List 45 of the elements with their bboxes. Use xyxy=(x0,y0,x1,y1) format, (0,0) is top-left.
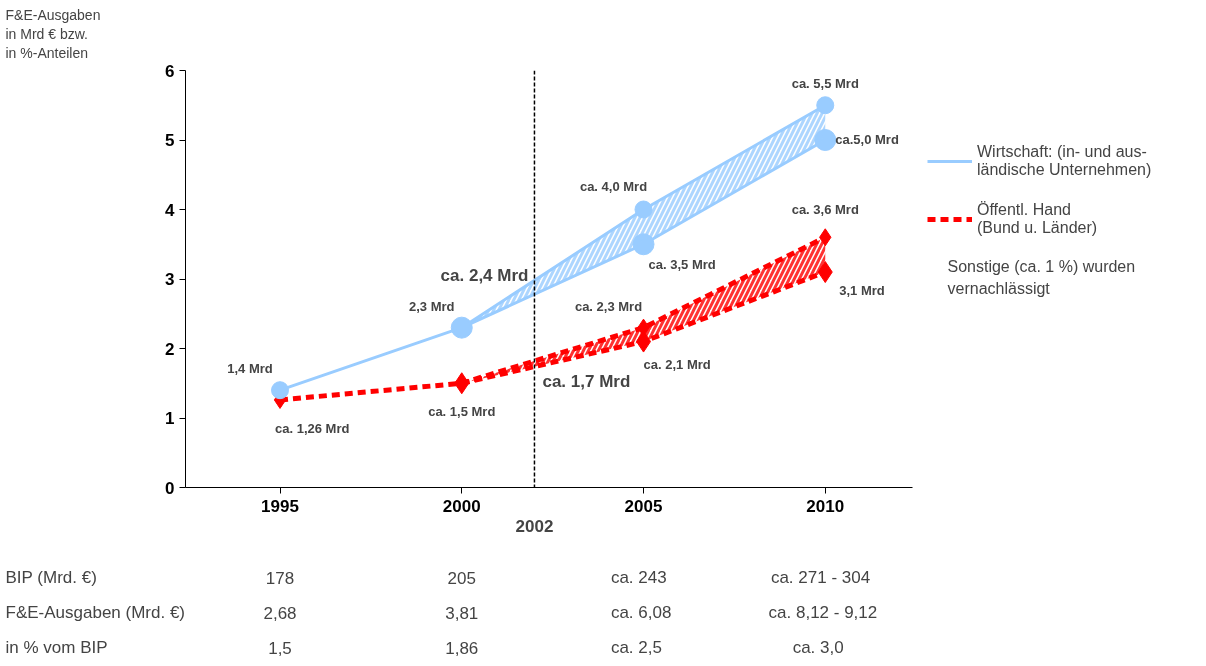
data-label: ca. 3,5 Mrd xyxy=(648,257,716,273)
y-tick-label: 2 xyxy=(165,339,175,359)
text: ca. 271 - 304 xyxy=(770,568,871,587)
text: Sonstige (ca. 1 %) wurden vernachlässigt xyxy=(947,257,1136,297)
y-tick-label: 1 xyxy=(165,409,175,428)
text: ca. 8,12 - 9,12 xyxy=(768,603,878,622)
data-label: ca. 1,26 Mrd xyxy=(275,420,350,436)
text: in % vom BIP xyxy=(5,638,108,657)
text: 178 xyxy=(265,568,295,588)
data-label: 3,1 Mrd xyxy=(839,283,885,299)
annotation: ca. 2,4 Mrd xyxy=(440,265,529,285)
y-tick-label: 6 xyxy=(165,61,175,81)
y-tick-label: 0 xyxy=(165,478,175,498)
data-label: ca. 2,3 Mrd xyxy=(574,298,643,314)
data-label: ca. 4,0 Mrd xyxy=(579,178,648,194)
text: 2,68 xyxy=(263,603,297,623)
data-label: 1,4 Mrd xyxy=(227,361,273,377)
data-label: ca. 1,5 Mrd xyxy=(428,404,496,420)
y-tick-label: 5 xyxy=(165,131,175,150)
text: 3,81 xyxy=(445,603,479,623)
x-tick-label: 2005 xyxy=(624,496,663,516)
annotation: ca. 1,7 Mrd xyxy=(542,371,631,391)
text: F&E-Ausgaben (Mrd. €) xyxy=(5,603,186,622)
legend-label: Wirtschaft: (in- und aus- ländische Unternehmen) xyxy=(977,143,1152,179)
legend-label: Öffentl. Hand (Bund u. Länder) xyxy=(977,201,1098,237)
text: ca. 243 xyxy=(610,568,667,587)
text: 1,86 xyxy=(445,638,479,658)
text: 205 xyxy=(447,568,476,588)
text: ca. 6,08 xyxy=(610,603,672,622)
x-tick-label: 2010 xyxy=(806,496,845,516)
ref-line-label: 2002 xyxy=(515,516,554,536)
text: BIP (Mrd. €) xyxy=(5,568,97,587)
y-tick-label: 3 xyxy=(165,270,175,289)
text: 1,5 xyxy=(268,638,292,658)
x-tick-label: 1995 xyxy=(261,496,299,516)
text: ca. 2,5 xyxy=(610,638,662,657)
x-tick-label: 2000 xyxy=(442,496,481,516)
y-axis-title: F&E-Ausgaben in Mrd € bzw. in %-Anteilen xyxy=(5,6,101,61)
data-label: 2,3 Mrd xyxy=(409,298,455,314)
data-label: ca. 5,5 Mrd xyxy=(791,76,859,92)
data-label: ca. 2,1 Mrd xyxy=(643,356,711,372)
data-label: ca.5,0 Mrd xyxy=(835,132,899,147)
text: ca. 3,0 xyxy=(792,638,844,657)
data-label: ca. 3,6 Mrd xyxy=(791,202,859,218)
y-tick-label: 4 xyxy=(165,200,176,220)
